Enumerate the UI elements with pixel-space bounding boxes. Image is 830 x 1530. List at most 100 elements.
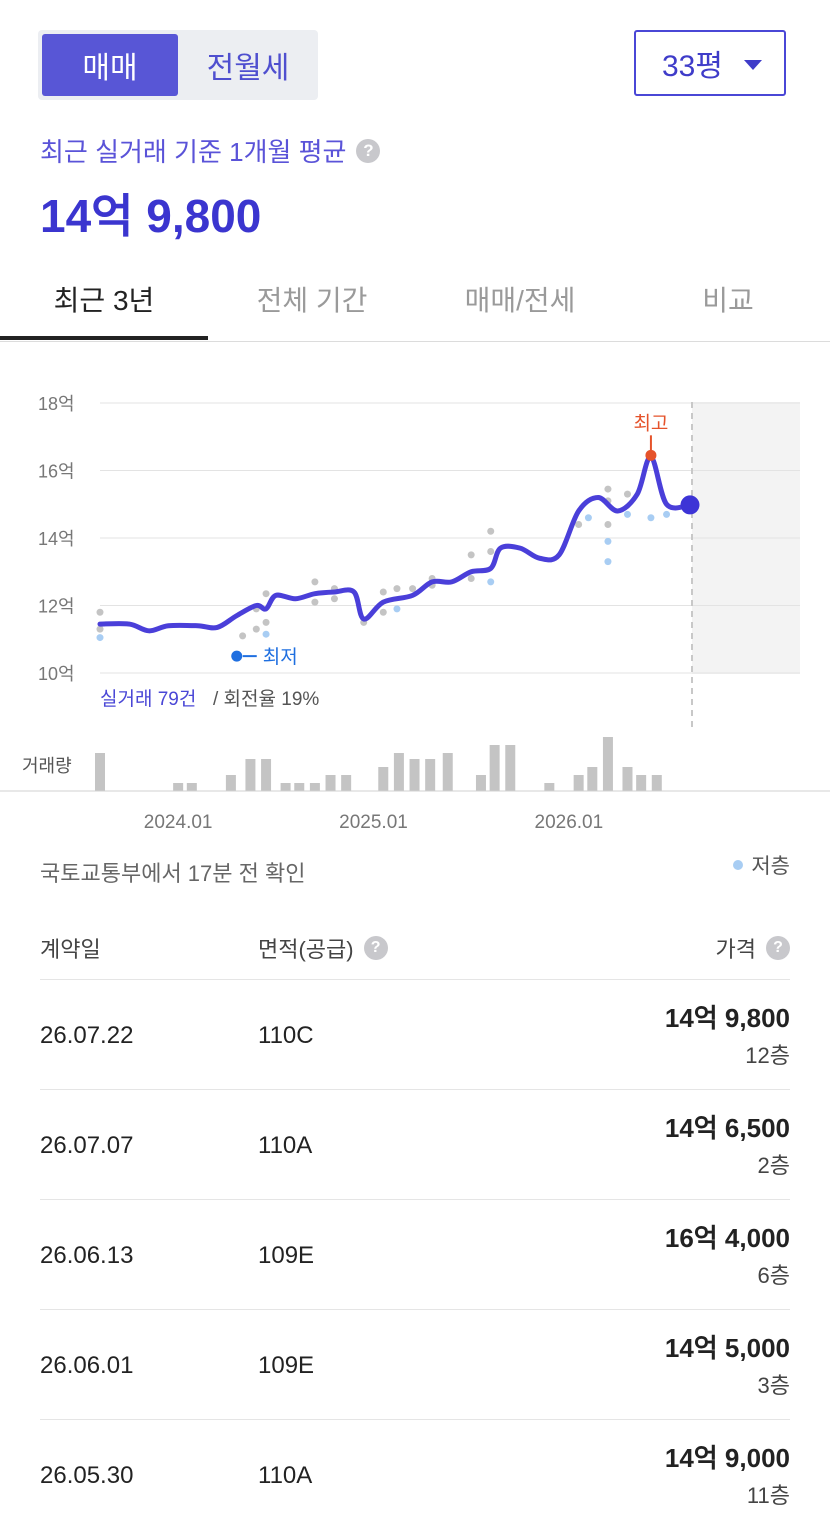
header-contract-date: 계약일	[40, 937, 101, 962]
trade-point	[663, 510, 671, 518]
volume-bar	[245, 759, 256, 791]
avg-price-caption-text: 최근 실거래 기준 1개월 평균	[40, 137, 347, 167]
volume-bar	[341, 775, 352, 791]
trade-point	[623, 510, 631, 518]
tab-compare[interactable]: 비교	[702, 285, 754, 316]
volume-bar	[505, 745, 516, 791]
trade-point	[467, 551, 475, 559]
trade-point	[262, 630, 270, 638]
floor: 3층	[757, 1373, 790, 1398]
low-floor-legend: 저층	[733, 850, 790, 880]
area-dropdown[interactable]: 33평	[634, 30, 786, 96]
volume-bar	[325, 775, 336, 791]
trade-point	[311, 598, 319, 606]
volume-bar	[622, 767, 633, 791]
trade-point	[575, 521, 583, 528]
table-row[interactable]: 26.05.30 110A 14억 9,000 11층	[40, 1419, 790, 1530]
supply-area: 110A	[258, 1462, 313, 1489]
rent-tab[interactable]: 전월세	[206, 52, 290, 85]
volume-bar	[280, 783, 291, 791]
x-tick-label: 2025.01	[339, 812, 408, 833]
trade-count: 실거래 79건	[100, 688, 196, 710]
floor: 11층	[746, 1483, 790, 1508]
help-icon[interactable]: ?	[356, 138, 381, 163]
contract-date: 26.07.22	[40, 1022, 134, 1049]
header-area-label: 면적(공급)	[258, 937, 354, 962]
max-point-label: 최고	[633, 412, 668, 434]
header-price: 가격 ?	[716, 932, 790, 964]
trade-point	[96, 608, 104, 616]
trade-point	[262, 618, 270, 626]
table-row[interactable]: 26.07.07 110A 14억 6,500 2층	[40, 1089, 790, 1200]
floor: 6층	[757, 1263, 790, 1288]
trade-point	[647, 514, 655, 522]
y-tick-label: 16억	[38, 462, 75, 482]
supply-area: 110A	[258, 1132, 313, 1159]
contract-date: 26.06.13	[40, 1242, 134, 1269]
trade-point	[379, 608, 387, 616]
x-tick-label: 2024.01	[144, 812, 213, 833]
min-point-label: 최저	[263, 646, 298, 668]
price-chart[interactable]: 10억 12억 14억 16억 18억 최저 최고 실거래 79건 / 회전율 19% 거…	[0, 360, 830, 840]
tab-all-period[interactable]: 전체 기간	[256, 285, 368, 316]
volume-bar	[602, 737, 613, 791]
y-tick-label: 10억	[38, 664, 75, 684]
volume-bar	[95, 753, 105, 791]
volume-bar	[544, 783, 555, 791]
trade-point	[239, 632, 247, 640]
supply-area: 110C	[258, 1022, 314, 1049]
supply-area: 109E	[258, 1352, 315, 1379]
x-tick-label: 2026.01	[535, 812, 604, 833]
volume-bar	[442, 753, 453, 791]
trade-point	[262, 590, 270, 598]
header-price-label: 가격	[715, 937, 756, 962]
trade-point	[604, 521, 612, 528]
volume-bar	[489, 745, 500, 791]
help-icon[interactable]: ?	[766, 936, 790, 960]
contract-date: 26.07.07	[40, 1132, 134, 1159]
max-point-marker	[645, 449, 657, 461]
trade-point	[330, 595, 338, 603]
trade-point	[96, 634, 104, 642]
table-row[interactable]: 26.07.22 110C 14억 9,800 12층	[40, 979, 790, 1090]
volume-bar	[573, 775, 584, 791]
trade-point	[311, 578, 319, 586]
trade-point	[393, 585, 401, 593]
trade-point	[584, 514, 592, 522]
volume-bar	[261, 759, 272, 791]
avg-price-value: 14억 9,800	[40, 190, 262, 242]
supply-area: 109E	[258, 1242, 315, 1269]
help-icon[interactable]: ?	[363, 936, 388, 960]
trade-point	[487, 527, 495, 535]
price-trend-line	[97, 454, 693, 634]
floor: 12층	[745, 1043, 790, 1068]
volume-bar	[393, 753, 404, 791]
tab-sale-jeonse[interactable]: 매매/전세	[464, 285, 576, 316]
trade-price: 14억 6,500	[664, 1113, 790, 1143]
contract-date: 26.06.01	[40, 1352, 134, 1379]
trade-point	[96, 625, 104, 633]
trade-point	[604, 485, 612, 493]
volume-bar	[378, 767, 389, 791]
volume-bar	[225, 775, 236, 791]
trade-point	[467, 575, 475, 582]
trade-point	[409, 585, 417, 593]
trade-point	[487, 548, 495, 555]
current-point-marker	[680, 495, 700, 515]
table-row[interactable]: 26.06.01 109E 14억 5,000 3층	[40, 1309, 790, 1420]
avg-price-caption: 최근 실거래 기준 1개월 평균 ?	[40, 132, 381, 169]
header-area: 면적(공급) ?	[258, 932, 388, 964]
volume-bar	[409, 759, 420, 791]
low-floor-dot-icon	[733, 860, 744, 870]
table-row[interactable]: 26.06.13 109E 16억 4,000 6층	[40, 1199, 790, 1310]
floor: 2층	[757, 1153, 790, 1178]
volume-bar	[587, 767, 598, 791]
trade-price: 14억 9,800	[664, 1003, 790, 1033]
trade-point	[393, 605, 401, 613]
trade-point	[487, 578, 495, 586]
sale-tab[interactable]: 매매	[42, 34, 178, 96]
tab-recent-3y[interactable]: 최근 3년	[53, 285, 155, 316]
volume-bar	[173, 783, 184, 791]
trade-price: 16억 4,000	[664, 1223, 790, 1253]
volume-bar	[651, 775, 662, 791]
